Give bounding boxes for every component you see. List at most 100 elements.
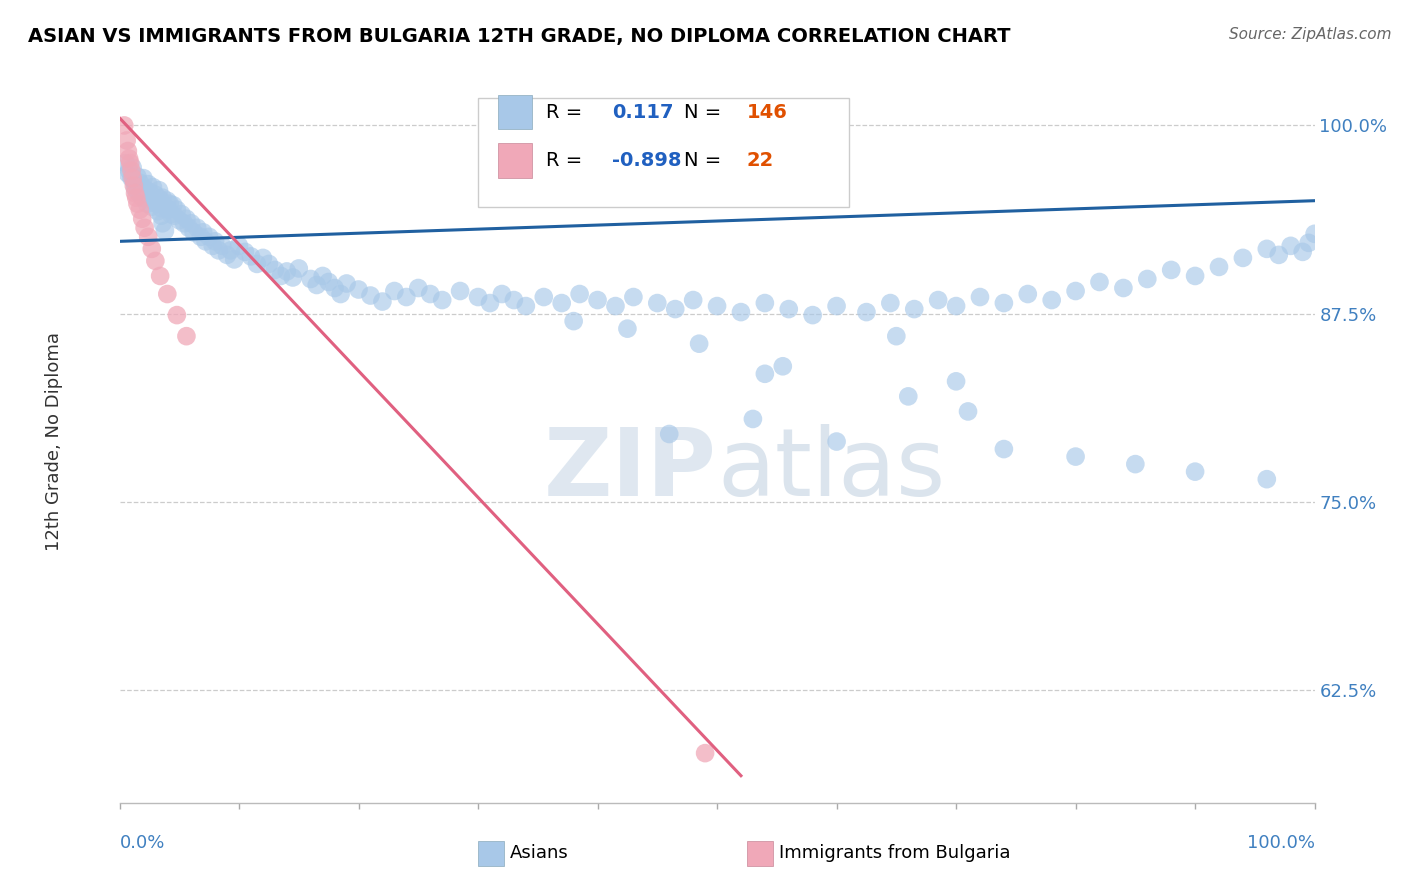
Point	[127, 178, 149, 193]
Point	[150, 201, 173, 215]
Point	[112, 119, 135, 133]
Point	[1303, 227, 1326, 241]
Point	[432, 293, 454, 307]
Point	[156, 194, 179, 208]
Point	[141, 200, 163, 214]
Point	[533, 290, 555, 304]
Point	[408, 281, 430, 295]
Text: 100.0%: 100.0%	[1247, 834, 1315, 852]
Text: 22: 22	[747, 151, 775, 170]
Point	[128, 186, 150, 201]
Point	[157, 202, 180, 217]
Point	[1279, 239, 1302, 253]
Point	[754, 367, 776, 381]
Point	[318, 275, 340, 289]
Text: 0.117: 0.117	[612, 103, 673, 121]
Point	[186, 220, 208, 235]
Point	[204, 235, 226, 249]
Point	[239, 249, 263, 263]
Point	[190, 230, 212, 244]
Point	[897, 389, 920, 403]
Text: ZIP: ZIP	[544, 425, 717, 516]
Text: Immigrants from Bulgaria: Immigrants from Bulgaria	[779, 845, 1011, 863]
Point	[228, 239, 250, 253]
Point	[855, 305, 877, 319]
Point	[217, 248, 239, 262]
Point	[153, 200, 176, 214]
Point	[742, 412, 765, 426]
Point	[491, 287, 513, 301]
Point	[825, 434, 848, 449]
Point	[682, 293, 704, 307]
Point	[145, 187, 166, 202]
Point	[706, 299, 728, 313]
Point	[772, 359, 794, 374]
Point	[993, 442, 1015, 456]
Point	[503, 293, 526, 307]
Point	[360, 288, 382, 302]
FancyBboxPatch shape	[498, 95, 531, 129]
Point	[163, 209, 186, 223]
Point	[149, 192, 172, 206]
Point	[467, 290, 489, 304]
Point	[562, 314, 585, 328]
Point	[169, 213, 191, 227]
Point	[118, 152, 141, 166]
Point	[138, 185, 160, 199]
Point	[191, 225, 215, 239]
Point	[152, 191, 174, 205]
Point	[1256, 242, 1278, 256]
Point	[170, 207, 193, 221]
Point	[778, 302, 800, 317]
Point	[127, 169, 149, 184]
Point	[647, 296, 669, 310]
Point	[117, 144, 139, 158]
Point	[136, 196, 159, 211]
Point	[478, 296, 502, 310]
Point	[658, 427, 681, 442]
Point	[129, 183, 152, 197]
Point	[276, 264, 298, 278]
Point	[969, 290, 991, 304]
Point	[754, 296, 776, 310]
Text: N =: N =	[683, 151, 727, 170]
Point	[121, 163, 143, 178]
Point	[1160, 263, 1182, 277]
FancyBboxPatch shape	[498, 143, 531, 178]
Point	[312, 268, 335, 283]
Point	[114, 156, 136, 170]
Point	[139, 192, 162, 206]
Point	[180, 216, 202, 230]
Point	[153, 224, 176, 238]
Point	[201, 239, 224, 253]
Point	[159, 196, 181, 211]
Point	[270, 268, 292, 283]
Point	[120, 156, 142, 170]
Point	[194, 235, 217, 249]
Point	[993, 296, 1015, 310]
Point	[586, 293, 609, 307]
Point	[1112, 281, 1135, 295]
Text: 12th Grade, No Diploma: 12th Grade, No Diploma	[45, 332, 63, 551]
Point	[124, 186, 146, 201]
Point	[515, 299, 537, 313]
Text: atlas: atlas	[717, 425, 945, 516]
Point	[134, 220, 156, 235]
Point	[449, 284, 471, 298]
Point	[183, 225, 205, 239]
Point	[825, 299, 848, 313]
Point	[886, 329, 908, 343]
Point	[121, 161, 143, 175]
FancyBboxPatch shape	[478, 841, 505, 866]
Point	[323, 281, 346, 295]
Text: R =: R =	[546, 151, 589, 170]
Point	[135, 189, 157, 203]
Point	[1017, 287, 1039, 301]
Point	[208, 244, 231, 258]
Text: R =: R =	[546, 103, 589, 121]
Point	[288, 261, 311, 276]
Point	[136, 230, 159, 244]
Point	[281, 270, 304, 285]
Text: N =: N =	[683, 103, 727, 121]
Point	[127, 196, 149, 211]
